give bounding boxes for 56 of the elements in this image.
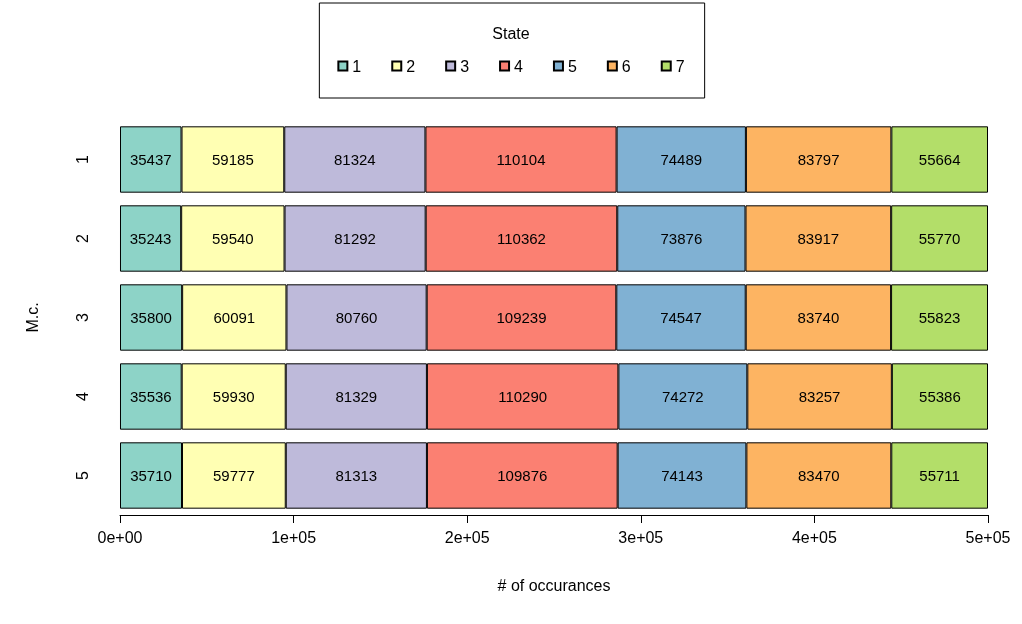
legend-label: 1 — [352, 57, 362, 75]
x-tick-label: 2e+05 — [444, 528, 490, 546]
data-label: 83917 — [797, 230, 840, 247]
data-label: 81324 — [333, 151, 376, 168]
y-axis-title: M.c. — [23, 302, 41, 333]
data-label: 59185 — [212, 151, 254, 168]
legend-label: 7 — [675, 57, 685, 75]
data-label: 55770 — [918, 230, 961, 247]
legend-title: State — [492, 24, 530, 42]
legend-label: 5 — [567, 57, 577, 75]
legend-label: 2 — [406, 57, 416, 75]
data-label: 74489 — [660, 151, 703, 168]
data-label: 55664 — [918, 151, 961, 168]
x-tick-label: 4e+05 — [791, 528, 837, 546]
y-tick-label: 1 — [73, 154, 91, 164]
data-label: 59777 — [213, 467, 255, 484]
legend-label: 6 — [621, 57, 631, 75]
x-tick-label: 5e+05 — [965, 528, 1011, 546]
data-label: 55711 — [919, 467, 960, 484]
data-label: 109876 — [497, 467, 548, 484]
data-label: 74547 — [660, 309, 702, 326]
data-label: 110290 — [498, 388, 548, 405]
data-label: 81292 — [334, 230, 376, 247]
data-label: 110104 — [496, 151, 546, 168]
data-label: 55386 — [919, 388, 961, 405]
legend-label: 4 — [514, 57, 524, 75]
data-label: 35710 — [130, 467, 172, 484]
data-label: 73876 — [660, 230, 703, 247]
y-tick-label: 4 — [73, 391, 91, 401]
data-label: 83257 — [798, 388, 841, 405]
data-label: 80760 — [335, 309, 378, 326]
y-tick-label: 3 — [73, 312, 91, 322]
data-label: 35243 — [129, 230, 172, 247]
x-tick-label: 3e+05 — [618, 528, 664, 546]
data-label: 35536 — [129, 388, 172, 405]
data-label: 83470 — [797, 467, 840, 484]
data-label: 59540 — [212, 230, 254, 247]
x-axis-title: # of occurances — [497, 576, 611, 594]
data-label: 35800 — [130, 309, 172, 326]
y-tick-label: 2 — [73, 233, 91, 243]
y-tick-label: 5 — [73, 470, 91, 480]
data-label: 35437 — [129, 151, 172, 168]
data-label: 74143 — [661, 467, 703, 484]
x-tick-label: 0e+00 — [97, 528, 143, 546]
x-tick-label: 1e+05 — [271, 528, 317, 546]
data-label: 59930 — [212, 388, 255, 405]
data-label: 81329 — [335, 388, 378, 405]
data-label: 83797 — [797, 151, 840, 168]
data-label: 81313 — [335, 467, 378, 484]
data-label: 60091 — [213, 309, 256, 326]
data-label: 55823 — [918, 309, 961, 326]
legend-label: 3 — [460, 57, 470, 75]
data-label: 110362 — [496, 230, 546, 247]
data-label: 74272 — [661, 388, 704, 405]
data-label: 83740 — [797, 309, 840, 326]
data-label: 109239 — [496, 309, 547, 326]
